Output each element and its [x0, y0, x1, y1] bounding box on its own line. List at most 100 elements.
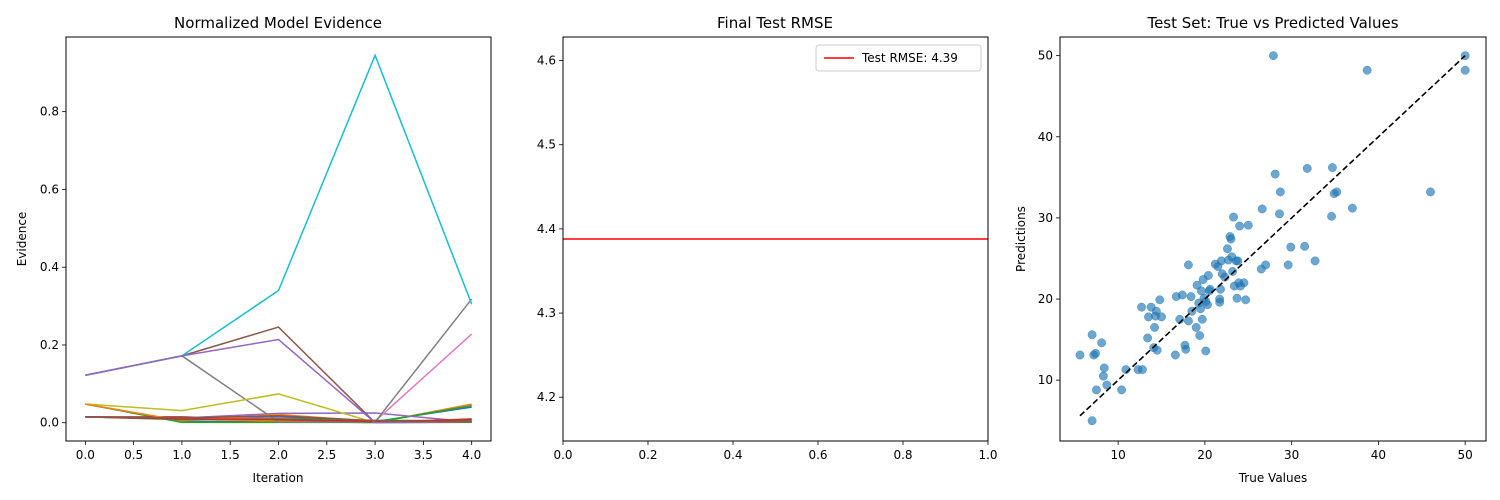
scatter-point	[1075, 350, 1085, 360]
scatter-point	[1275, 187, 1285, 197]
scatter-point	[1201, 346, 1211, 356]
scatter-axes-frame	[1059, 36, 1487, 442]
scatter-point	[1181, 344, 1191, 354]
evidence-y-tick-label: 0.6	[40, 182, 59, 196]
scatter-point	[1241, 295, 1251, 305]
evidence-x-tick-label: 4.0	[462, 448, 481, 462]
scatter-x-tick-label: 20	[1197, 448, 1212, 462]
scatter-x-tick-label: 10	[1110, 448, 1125, 462]
scatter-point	[1302, 163, 1312, 173]
rmse-legend-box	[815, 44, 982, 72]
scatter-point	[1177, 290, 1187, 300]
rmse-y-tick-label: 4.2	[537, 390, 556, 404]
evidence-x-tick-label: 0.0	[76, 448, 95, 462]
scatter-point	[1203, 300, 1212, 310]
evidence-chart-title: Normalized Model Evidence	[174, 14, 382, 32]
scatter-x-tick-label: 50	[1458, 448, 1473, 462]
evidence-x-axis-label: Iteration	[253, 471, 304, 485]
scatter-point	[1137, 365, 1147, 375]
evidence-axes-frame	[65, 36, 492, 442]
scatter-plot-area: 10 20 30 40 50 10 20 30 40 50	[1038, 49, 1473, 462]
rmse-plot-area: 0.0 0.2 0.4 0.6 0.8 1.0 4.2 4.3 4.4 4.5 4.6	[537, 54, 998, 462]
scatter-point	[1229, 212, 1238, 222]
scatter-point	[1098, 371, 1108, 381]
scatter-point	[1087, 330, 1097, 340]
scatter-point	[1270, 169, 1280, 179]
scatter-point	[1117, 385, 1127, 395]
scatter-point	[1091, 385, 1101, 395]
scatter-point	[1257, 204, 1267, 214]
scatter-point	[1275, 209, 1284, 219]
scatter-point	[1186, 292, 1196, 302]
scatter-point	[1215, 297, 1225, 307]
rmse-x-tick-label: 0.0	[553, 448, 572, 462]
scatter-point	[1099, 363, 1109, 373]
evidence-x-tick-label: 0.5	[124, 448, 143, 462]
rmse-x-tick-label: 0.8	[893, 448, 912, 462]
rmse-y-tick-label: 4.6	[537, 54, 556, 68]
scatter-point	[1203, 271, 1213, 280]
scatter-point	[1150, 322, 1160, 332]
scatter-point	[1327, 211, 1337, 221]
scatter-point	[1191, 322, 1201, 332]
scatter-point	[1143, 333, 1153, 343]
scatter-point	[1091, 348, 1101, 358]
evidence-series-line	[85, 414, 472, 423]
evidence-x-tick-label: 2.5	[317, 448, 336, 462]
scatter-point	[1300, 241, 1310, 251]
scatter-point	[1226, 234, 1236, 244]
rmse-axes-frame	[562, 36, 989, 442]
scatter-y-tick-label: 50	[1038, 49, 1053, 63]
scatter-y-axis-label: Predictions	[1014, 206, 1028, 272]
evidence-y-tick-label: 0.0	[40, 416, 59, 430]
evidence-x-tick-label: 3.5	[414, 448, 433, 462]
scatter-point	[1310, 256, 1320, 266]
scatter-point	[1216, 284, 1225, 294]
rmse-x-tick-label: 0.6	[808, 448, 827, 462]
scatter-point	[1286, 242, 1296, 252]
evidence-y-tick-label: 0.8	[40, 105, 59, 119]
evidence-x-tick-label: 1.0	[172, 448, 191, 462]
scatter-point	[1268, 51, 1278, 61]
rmse-x-tick-label: 0.4	[723, 448, 742, 462]
scatter-point	[1228, 267, 1238, 276]
rmse-y-tick-label: 4.5	[537, 138, 556, 152]
scatter-y-tick-label: 30	[1038, 211, 1053, 225]
evidence-y-tick-label: 0.2	[40, 338, 59, 352]
scatter-chart-title: Test Set: True vs Predicted Values	[1146, 14, 1398, 32]
rmse-x-tick-label: 0.2	[638, 448, 657, 462]
scatter-point	[1087, 416, 1097, 426]
scatter-point	[1362, 65, 1372, 75]
scatter-point	[1097, 338, 1107, 348]
scatter-point	[1232, 293, 1242, 303]
scatter-point	[1137, 302, 1147, 312]
scatter-point	[1196, 304, 1206, 314]
scatter-point	[1283, 260, 1293, 270]
scatter-point	[1426, 187, 1435, 197]
rmse-legend-label: Test RMSE: 4.39	[861, 51, 958, 65]
evidence-x-tick-label: 3.0	[366, 448, 385, 462]
scatter-point	[1102, 380, 1112, 390]
scatter-point	[1239, 278, 1249, 288]
evidence-plot-area: 0.0 0.5 1.0 1.5 2.0 2.5 3.0 3.5 4.0 0.0 0.2 0.4 0.6 0…	[40, 53, 481, 462]
evidence-chart: Normalized Model Evidence 0.0 0.5 1.0 1.5 2.…	[15, 14, 492, 485]
evidence-y-tick-label: 0.4	[40, 260, 59, 274]
scatter-x-tick-label: 30	[1284, 448, 1299, 462]
scatter-point	[1235, 221, 1245, 231]
scatter-point	[1170, 350, 1180, 360]
rmse-legend: Test RMSE: 4.39	[815, 44, 982, 72]
evidence-x-tick-label: 1.5	[221, 448, 240, 462]
scatter-point	[1152, 345, 1162, 355]
scatter-point	[1460, 65, 1470, 75]
scatter-x-tick-label: 40	[1371, 448, 1386, 462]
scatter-point	[1183, 260, 1193, 270]
scatter-point	[1233, 256, 1243, 266]
scatter-point	[1327, 163, 1337, 173]
ideal-fit-line	[1079, 55, 1466, 417]
scatter-point	[1223, 244, 1232, 254]
rmse-y-tick-label: 4.3	[537, 306, 556, 320]
scatter-y-tick-label: 40	[1038, 130, 1053, 144]
scatter-point	[1183, 316, 1193, 326]
